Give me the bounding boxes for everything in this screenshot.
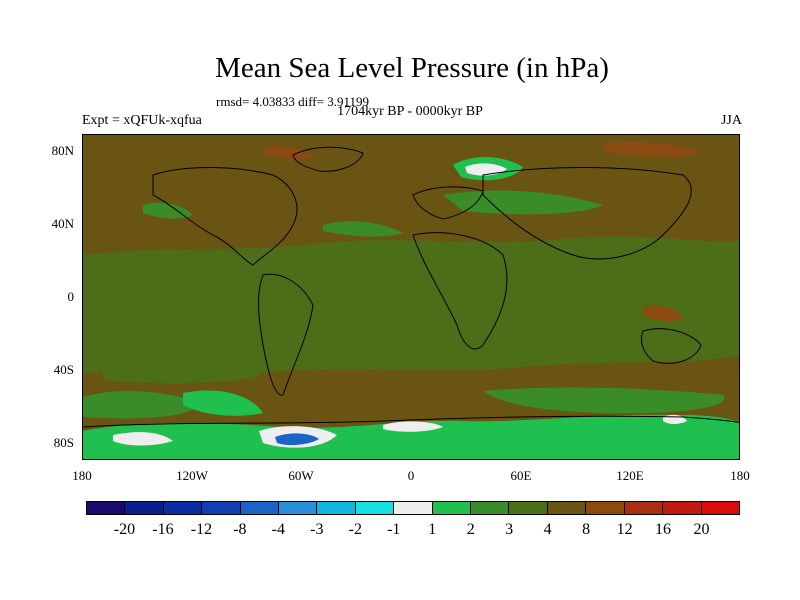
colorbar-swatch [355, 502, 395, 514]
colorbar-label: 4 [543, 521, 552, 538]
colorbar-swatch [547, 502, 587, 514]
colorbar-label: 1 [428, 521, 437, 538]
colorbar-swatch [125, 502, 164, 514]
colorbar-label: -2 [348, 521, 362, 538]
southern-patch-1 [83, 390, 203, 419]
lat-label-40n: 40N [51, 216, 74, 231]
colorbar-label: -1 [387, 521, 401, 538]
north-pacific-patch [143, 202, 193, 219]
lon-label-60w: 60W [288, 468, 314, 483]
lon-label-0: 0 [407, 468, 415, 483]
colorbar-swatch [701, 502, 739, 514]
map-title: Mean Sea Level Pressure (in hPa) [215, 52, 609, 84]
experiment-label: Expt = xQFUk-xqfua [82, 113, 202, 128]
colorbar-label: 3 [505, 521, 514, 538]
colorbar-swatch [663, 502, 702, 514]
colorbar-label: -16 [152, 521, 174, 538]
colorbar-swatch [586, 502, 625, 514]
north-atlantic-patch [323, 221, 403, 237]
colorbar-label: -8 [233, 521, 247, 538]
colorbar-label: -20 [113, 521, 136, 538]
colorbar-label: 20 [693, 521, 710, 538]
eurasia-patch [443, 190, 603, 215]
colorbar-swatch [432, 502, 472, 514]
coastlines [83, 146, 739, 428]
colorbar-swatch [509, 502, 548, 514]
colorbar-label: 8 [582, 521, 591, 538]
colorbar-swatch [87, 502, 126, 514]
colorbar-label: -12 [190, 521, 213, 538]
antarctic-low-3 [383, 421, 443, 432]
colorbar-swatch [317, 502, 356, 514]
south-pacific-field [103, 341, 263, 384]
lon-label-60e: 60E [510, 468, 532, 483]
tropics-band [83, 236, 739, 373]
lon-label-180w: 180 [72, 468, 92, 483]
rmsd-diff-stats: rmsd= 4.03833 diff= 3.91199 [216, 94, 369, 109]
lon-label-180e: 180 [730, 468, 750, 483]
season-label: JJA [720, 113, 742, 128]
southern-patch-2 [183, 390, 263, 416]
pressure-map [82, 134, 740, 460]
southern-patch-3 [483, 387, 725, 414]
colorbar-swatch [202, 502, 241, 514]
lon-label-120w: 120W [176, 468, 208, 483]
arctic-high-1 [263, 145, 313, 160]
colorbar-swatch [163, 502, 203, 514]
lat-label-80s: 80S [53, 435, 74, 450]
antarctic-low-2-core [275, 433, 319, 446]
colorbar-label: 16 [655, 521, 672, 538]
lon-label-120e: 120E [616, 468, 644, 483]
antarctic-band [83, 414, 739, 459]
colorbar-swatch [240, 502, 280, 514]
map-canvas [83, 135, 739, 459]
colorbar-label: 12 [616, 521, 633, 538]
colorbar-label: -4 [271, 521, 285, 538]
arctic-high-2 [603, 141, 703, 157]
antarctic-low-1 [113, 432, 173, 446]
colorbar-swatch [279, 502, 318, 514]
indonesia-high [643, 305, 683, 322]
lat-label-40s: 40S [53, 362, 74, 377]
lat-label-80n: 80N [51, 143, 74, 158]
time-period: 1704kyr BP - 0000kyr BP [337, 104, 483, 119]
colorbar-swatch [624, 502, 664, 514]
lat-label-eq: 0 [67, 289, 75, 304]
colorbar-label: 2 [466, 521, 475, 538]
colorbar [86, 501, 740, 515]
colorbar-label: -3 [310, 521, 324, 538]
colorbar-swatch [471, 502, 510, 514]
colorbar-swatch [394, 502, 433, 514]
